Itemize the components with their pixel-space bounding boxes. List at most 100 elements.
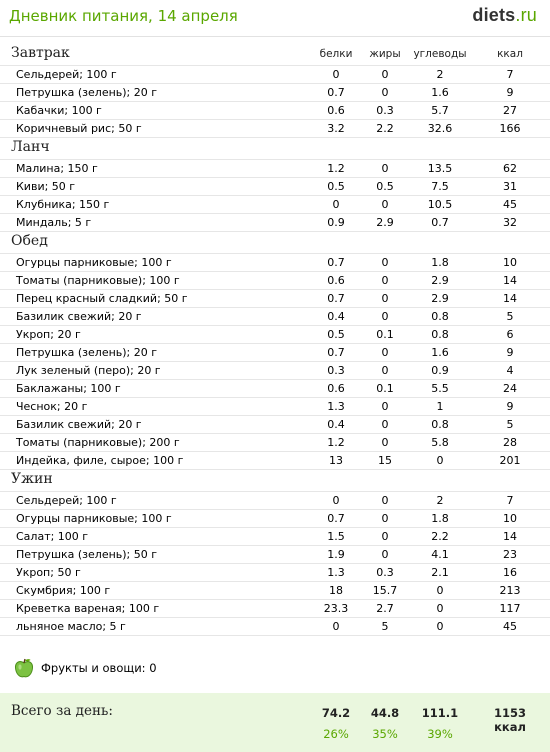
kcal-value: 9: [506, 86, 514, 99]
protein-value: 18: [329, 584, 343, 597]
food-name: Петрушка (зелень); 20 г: [16, 346, 158, 359]
kcal-value: 27: [503, 104, 517, 117]
meal-name: Ланч: [11, 139, 50, 155]
protein-value: 0: [332, 198, 340, 211]
protein-value: 0: [332, 620, 340, 633]
food-name: льняное масло; 5 г: [16, 620, 126, 633]
kcal-value: 14: [503, 530, 517, 543]
header-divider: [0, 36, 550, 37]
protein-value: 0.4: [327, 310, 345, 323]
food-name: Салат; 100 г: [16, 530, 89, 543]
diary-table: Завтрак белки жиры углеводы ккал Сельдерей; 1…: [0, 44, 550, 636]
kcal-value: 5: [506, 310, 514, 323]
food-name: Укроп; 50 г: [16, 566, 81, 579]
fat-value: 0: [381, 346, 389, 359]
food-name: Индейка, филе, сырое; 100 г: [16, 454, 184, 467]
column-header-fat: жиры: [369, 48, 401, 60]
meal-name: Обед: [11, 233, 48, 249]
fat-value: 0.3: [376, 566, 394, 579]
column-header-protein: белки: [319, 48, 353, 60]
site-logo[interactable]: diets.ru: [472, 5, 537, 26]
food-name: Петрушка (зелень); 50 г: [16, 548, 158, 561]
fat-value: 0.5: [376, 180, 394, 193]
protein-value: 0.9: [327, 216, 345, 229]
protein-value: 0.7: [327, 256, 345, 269]
total-fat: 44.8: [370, 706, 400, 720]
food-row: Томаты (парниковые); 100 г 0.6 0 2.9 14: [0, 272, 550, 290]
food-name: Петрушка (зелень); 20 г: [16, 86, 158, 99]
food-row: Петрушка (зелень); 50 г 1.9 0 4.1 23: [0, 546, 550, 564]
protein-value: 1.9: [327, 548, 345, 561]
kcal-value: 62: [503, 162, 517, 175]
food-row: Базилик свежий; 20 г 0.4 0 0.8 5: [0, 416, 550, 434]
fat-value: 0.3: [376, 104, 394, 117]
food-name: Малина; 150 г: [16, 162, 98, 175]
carbs-value: 2.1: [431, 566, 449, 579]
total-kcal: 1153 ккал: [493, 706, 526, 734]
kcal-value: 32: [503, 216, 517, 229]
food-row: Лук зеленый (перо); 20 г 0.3 0 0.9 4: [0, 362, 550, 380]
carbs-value: 5.5: [431, 382, 449, 395]
food-row: Огурцы парниковые; 100 г 0.7 0 1.8 10: [0, 510, 550, 528]
fat-value: 0: [381, 436, 389, 449]
food-row: Петрушка (зелень); 20 г 0.7 0 1.6 9: [0, 84, 550, 102]
protein-value: 0.6: [327, 104, 345, 117]
kcal-value: 5: [506, 418, 514, 431]
carbs-value: 32.6: [427, 122, 453, 135]
food-name: Миндаль; 5 г: [16, 216, 92, 229]
carbs-value: 5.8: [431, 436, 449, 449]
meal-header: Ужин: [0, 470, 550, 492]
food-row: Перец красный сладкий; 50 г 0.7 0 2.9 14: [0, 290, 550, 308]
carbs-value: 0: [436, 584, 444, 597]
total-carbs-pct: 39%: [427, 727, 453, 741]
protein-value: 0.7: [327, 512, 345, 525]
fat-value: 0: [381, 310, 389, 323]
kcal-value: 9: [506, 400, 514, 413]
fat-value: 15.7: [372, 584, 398, 597]
fat-value: 0.1: [376, 382, 394, 395]
fruit-veg-label: Фрукты и овощи: 0: [41, 661, 157, 675]
food-row: Клубника; 150 г 0 0 10.5 45: [0, 196, 550, 214]
protein-value: 1.2: [327, 162, 345, 175]
total-protein-pct: 26%: [323, 727, 349, 741]
protein-value: 23.3: [323, 602, 349, 615]
carbs-value: 2.9: [431, 292, 449, 305]
fat-value: 0: [381, 162, 389, 175]
protein-value: 3.2: [327, 122, 345, 135]
carbs-value: 5.7: [431, 104, 449, 117]
food-name: Базилик свежий; 20 г: [16, 418, 142, 431]
protein-value: 0: [332, 494, 340, 507]
fruit-veg-summary: Фрукты и овощи: 0: [0, 656, 550, 680]
fat-value: 0: [381, 548, 389, 561]
fat-value: 0: [381, 494, 389, 507]
protein-value: 0.7: [327, 346, 345, 359]
kcal-value: 16: [503, 566, 517, 579]
column-header-carbs: углеводы: [413, 48, 467, 60]
food-name: Коричневый рис; 50 г: [16, 122, 142, 135]
fat-value: 0: [381, 418, 389, 431]
kcal-value: 45: [503, 620, 517, 633]
kcal-value: 4: [506, 364, 514, 377]
meal-name: Завтрак: [11, 45, 70, 61]
food-row: Миндаль; 5 г 0.9 2.9 0.7 32: [0, 214, 550, 232]
column-header-kcal: ккал: [497, 48, 523, 60]
kcal-value: 10: [503, 512, 517, 525]
fat-value: 0: [381, 530, 389, 543]
food-name: Сельдерей; 100 г: [16, 68, 117, 81]
protein-value: 0.4: [327, 418, 345, 431]
food-row: Укроп; 20 г 0.5 0.1 0.8 6: [0, 326, 550, 344]
total-fat-pct: 35%: [372, 727, 398, 741]
carbs-value: 10.5: [427, 198, 453, 211]
meal-header: Завтрак белки жиры углеводы ккал: [0, 44, 550, 66]
protein-value: 13: [329, 454, 343, 467]
food-row: льняное масло; 5 г 0 5 0 45: [0, 618, 550, 636]
food-row: Чеснок; 20 г 1.3 0 1 9: [0, 398, 550, 416]
fat-value: 0: [381, 198, 389, 211]
fat-value: 0: [381, 512, 389, 525]
food-row: Базилик свежий; 20 г 0.4 0 0.8 5: [0, 308, 550, 326]
protein-value: 0.5: [327, 328, 345, 341]
carbs-value: 4.1: [431, 548, 449, 561]
page-header: Дневник питания, 14 апреля diets.ru: [0, 0, 550, 36]
fat-value: 0: [381, 86, 389, 99]
page-title: Дневник питания, 14 апреля: [9, 7, 238, 25]
